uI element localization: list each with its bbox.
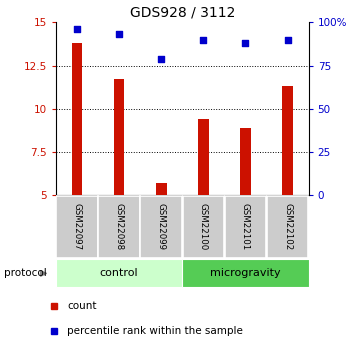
Bar (114, 79, 125, 195)
FancyBboxPatch shape (140, 196, 182, 258)
Bar (282, 86, 293, 195)
FancyBboxPatch shape (182, 259, 309, 287)
Text: protocol: protocol (4, 268, 46, 278)
Text: percentile rank within the sample: percentile rank within the sample (67, 326, 243, 336)
FancyBboxPatch shape (183, 196, 224, 258)
FancyBboxPatch shape (98, 196, 140, 258)
Bar (240, 128, 251, 195)
Point (158, 56, 164, 61)
Text: microgravity: microgravity (210, 268, 281, 278)
Point (285, 37, 291, 42)
FancyBboxPatch shape (225, 196, 266, 258)
Text: count: count (67, 300, 96, 310)
Text: GSM22099: GSM22099 (157, 203, 166, 250)
FancyBboxPatch shape (56, 259, 182, 287)
Bar (156, 183, 166, 195)
Text: GSM22100: GSM22100 (199, 203, 208, 250)
Text: GSM22098: GSM22098 (115, 203, 123, 250)
Title: GDS928 / 3112: GDS928 / 3112 (130, 6, 235, 20)
Point (116, 32, 122, 37)
Text: control: control (100, 268, 138, 278)
Bar (198, 119, 209, 195)
Point (74, 27, 80, 32)
FancyBboxPatch shape (56, 196, 98, 258)
Text: GSM22097: GSM22097 (73, 203, 82, 250)
Text: GSM22101: GSM22101 (241, 203, 250, 250)
Point (200, 37, 206, 42)
FancyBboxPatch shape (267, 196, 308, 258)
Text: GSM22102: GSM22102 (283, 203, 292, 250)
Bar (72, 43, 82, 195)
Point (243, 40, 248, 46)
